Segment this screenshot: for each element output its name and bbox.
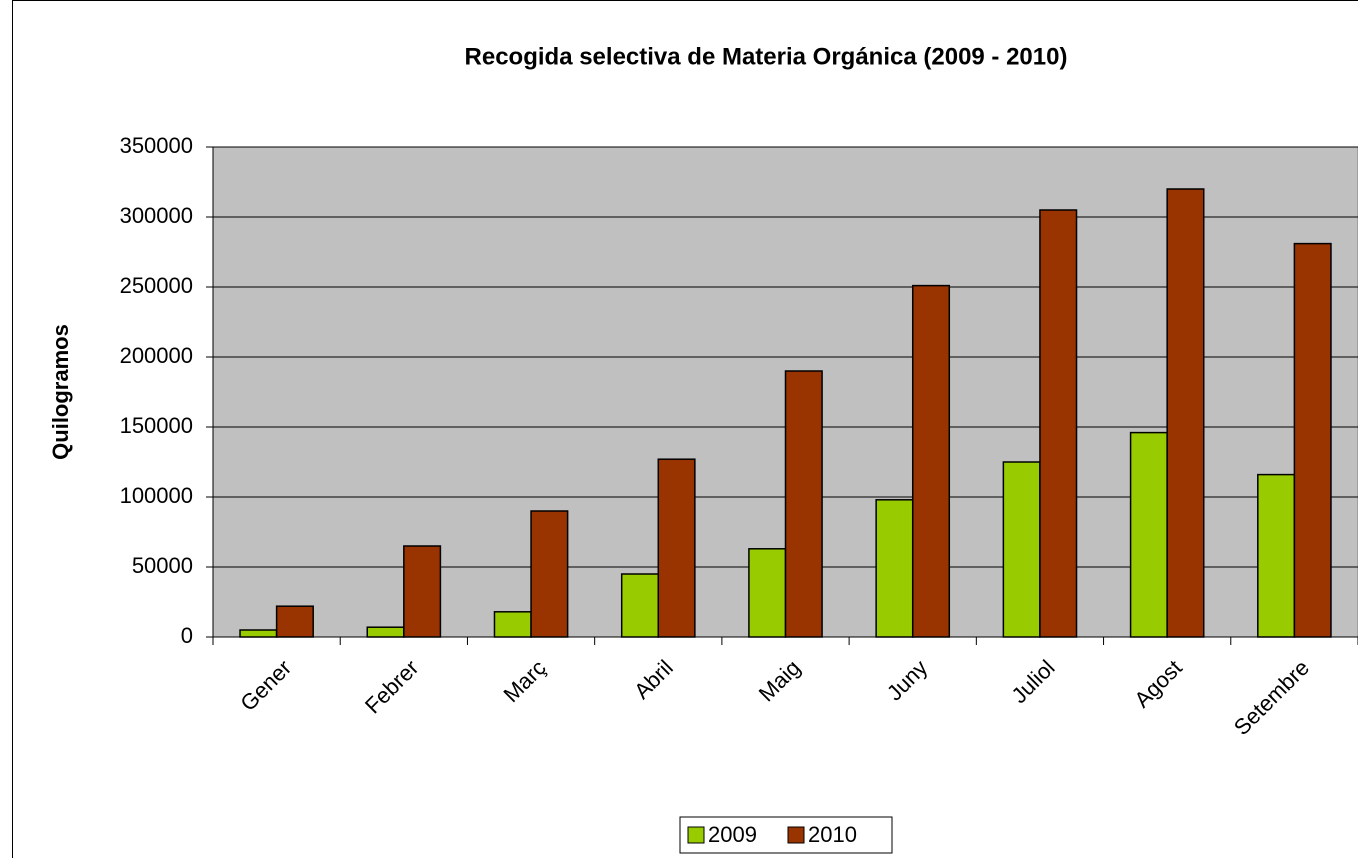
bar <box>1129 431 1168 638</box>
bar <box>1002 461 1041 638</box>
bar <box>748 548 787 638</box>
bar <box>875 499 914 638</box>
y-axis-label: Quilogramos <box>48 324 73 460</box>
y-tick-label: 250000 <box>120 273 193 298</box>
bar <box>239 629 278 638</box>
y-tick-label: 50000 <box>132 553 193 578</box>
bar <box>1166 188 1205 638</box>
bar <box>1257 473 1296 638</box>
bar <box>403 545 442 638</box>
legend-swatch <box>787 826 805 844</box>
bar <box>657 458 696 638</box>
y-tick-label: 300000 <box>120 203 193 228</box>
bar <box>911 284 951 638</box>
legend-swatch <box>687 826 705 844</box>
bar <box>1039 209 1078 638</box>
bar <box>493 611 532 638</box>
bar <box>366 626 405 638</box>
y-tick-label: 150000 <box>120 413 193 438</box>
legend: 2009 2010 <box>679 816 893 854</box>
bar <box>1293 242 1332 638</box>
legend-box <box>679 816 893 854</box>
y-tick-label: 200000 <box>120 343 193 368</box>
y-tick-label: 100000 <box>120 483 193 508</box>
y-tick-label: 350000 <box>120 133 193 158</box>
bar <box>530 510 569 638</box>
bar <box>275 605 314 638</box>
chart-title: Recogida selectiva de Materia Orgánica (… <box>465 43 1068 70</box>
bar <box>620 573 660 638</box>
bar <box>784 370 823 638</box>
legend-label: 2010 <box>808 822 857 847</box>
legend-label: 2009 <box>708 822 757 847</box>
y-tick-label: 0 <box>181 623 193 648</box>
